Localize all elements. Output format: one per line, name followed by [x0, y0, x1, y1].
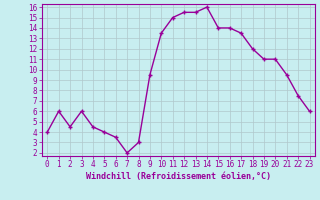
X-axis label: Windchill (Refroidissement éolien,°C): Windchill (Refroidissement éolien,°C) — [86, 172, 271, 181]
